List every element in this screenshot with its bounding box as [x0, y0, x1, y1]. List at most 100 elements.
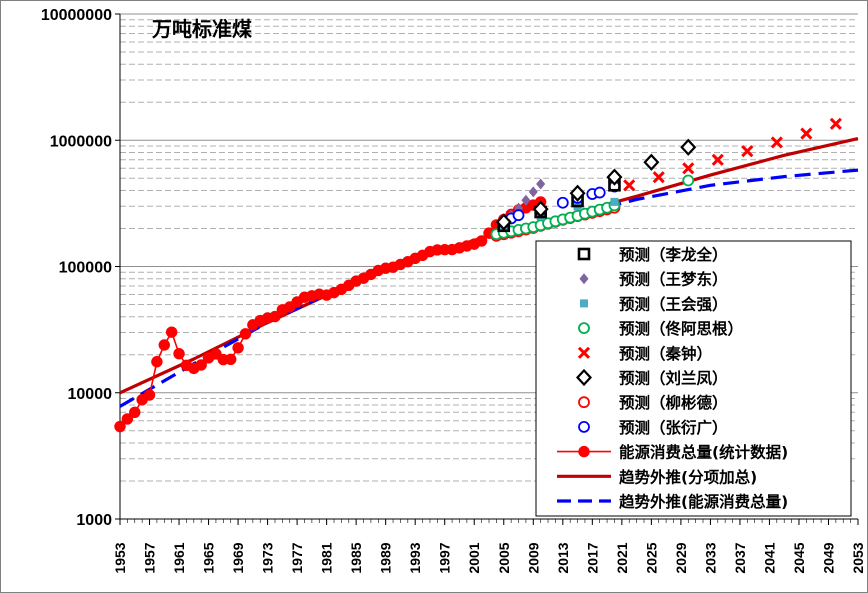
legend: 预测（李龙全） 预测（王梦东） 预测（王会强） 预测（佟阿思根） 预测（秦钟） 预测（刘兰…: [535, 240, 852, 517]
legend-label: 预测（李龙全）: [619, 245, 728, 264]
chart-title: 万吨标准煤: [151, 17, 252, 41]
series-5-point: [682, 162, 695, 175]
legend-item-3: 预测（王会强）: [580, 294, 728, 313]
legend-label: 预测（王梦东）: [619, 270, 728, 289]
series-6-point: [606, 168, 623, 186]
series-6-point: [532, 200, 549, 218]
legend-item-9: 能源消费总量(统计数据): [557, 443, 788, 462]
series-9-point: [114, 420, 126, 433]
series-6: [495, 138, 697, 231]
x-tick-label: 2013: [555, 542, 571, 573]
x-tick-label: 2029: [673, 542, 689, 573]
legend-label: 预测（柳彬德）: [619, 393, 728, 412]
legend-swatch: [578, 420, 590, 433]
series-9-point: [269, 310, 281, 323]
series-5-point: [711, 153, 724, 166]
x-tick-label: 1965: [201, 542, 217, 573]
legend-item-5: 预测（秦钟）: [577, 344, 712, 363]
series-2-point: [536, 178, 546, 190]
series-11: [119, 168, 859, 408]
legend-label: 预测（佟阿思根）: [619, 319, 743, 338]
series-6-point: [680, 138, 697, 156]
x-tick-label: 1961: [171, 542, 187, 573]
series-8-point: [593, 186, 606, 199]
legend-label: 预测（刘兰凤）: [619, 369, 728, 388]
x-tick-label: 2041: [761, 542, 777, 573]
series-9-point: [165, 326, 178, 338]
x-tick-label: 1977: [289, 542, 305, 573]
series-9-point: [121, 413, 134, 425]
legend-label: 预测（王会强）: [619, 294, 728, 313]
series-9-point: [475, 235, 488, 247]
series-11-line: [119, 168, 859, 408]
legend-swatch: [580, 299, 588, 308]
legend-item-11: 趋势外推(能源消费总量): [557, 492, 788, 511]
series-2-point: [528, 186, 538, 198]
legend-label: 预测（秦钟）: [619, 344, 712, 363]
legend-swatch: [578, 322, 590, 335]
x-tick-label: 1993: [407, 542, 423, 573]
series-6-point: [643, 153, 660, 171]
series-9-point: [173, 347, 185, 360]
x-tick-label: 2053: [850, 542, 866, 573]
series-5-point: [829, 117, 842, 130]
legend-label: 能源消费总量(统计数据): [619, 443, 788, 462]
x-tick-label: 2005: [496, 542, 512, 573]
legend-swatch: [578, 396, 590, 409]
series-5: [623, 117, 842, 192]
legend-item-8: 预测（张衍广）: [578, 418, 728, 437]
legend-item-2: 预测（王梦东）: [579, 270, 728, 289]
x-tick-label: 2001: [466, 542, 482, 573]
legend-item-6: 预测（刘兰凤）: [575, 368, 728, 388]
legend-swatch: [578, 445, 590, 458]
x-tick-label: 1989: [378, 542, 394, 573]
x-tick-label: 1973: [260, 542, 276, 573]
legend-item-10: 趋势外推(分项加总): [557, 467, 757, 486]
legend-swatch: [575, 368, 593, 387]
series-9-point: [158, 339, 170, 351]
series-8-point: [512, 209, 525, 222]
series-9-point: [225, 353, 237, 366]
legend-item-1: 预测（李龙全）: [577, 245, 728, 264]
x-tick-label: 1953: [112, 542, 128, 573]
legend-label: 预测（张衍广）: [619, 418, 728, 437]
legend-swatch: [577, 346, 591, 359]
x-tick-label: 1957: [142, 542, 158, 573]
x-tick-label: 2045: [791, 542, 807, 573]
series-4-point: [682, 174, 695, 187]
x-tick-label: 1997: [437, 542, 453, 573]
axes: 1000 10000 100000 1000000 10000000 1953 1957 19…: [41, 7, 866, 574]
x-tick-label: 1985: [348, 542, 364, 573]
x-tick-label: 2025: [643, 542, 659, 573]
series-6-point: [495, 213, 512, 231]
series-9-point: [195, 359, 207, 371]
series-layer: [114, 117, 859, 433]
series-2-point: [521, 194, 531, 206]
series-9-point: [239, 328, 252, 340]
series-9-point: [232, 342, 244, 354]
legend-swatch: [579, 273, 589, 285]
x-tick-label: 1969: [230, 542, 246, 573]
series-5-point: [652, 171, 665, 184]
series-5-point: [800, 127, 813, 140]
y-tick-label: 1000000: [50, 133, 112, 150]
y-tick-label: 100000: [59, 260, 112, 277]
series-6-point: [569, 184, 586, 202]
series-9-point: [151, 356, 163, 368]
x-tick-label: 2049: [820, 542, 836, 573]
series-5-point: [741, 145, 754, 158]
legend-item-4: 预测（佟阿思根）: [578, 319, 743, 338]
y-tick-label: 1000: [76, 512, 112, 529]
series-9-point: [129, 406, 141, 419]
x-tick-label: 2037: [732, 542, 748, 573]
legend-item-7: 预测（柳彬德）: [578, 393, 728, 412]
x-tick-label: 2017: [584, 542, 600, 573]
x-tick-label: 1981: [319, 542, 335, 573]
series-5-point: [623, 179, 636, 192]
series-9-point: [143, 389, 156, 401]
series-3-point: [610, 197, 619, 206]
series-8-point: [556, 196, 569, 209]
legend-label: 趋势外推(能源消费总量): [619, 492, 788, 511]
x-tick-label: 2033: [702, 542, 718, 573]
